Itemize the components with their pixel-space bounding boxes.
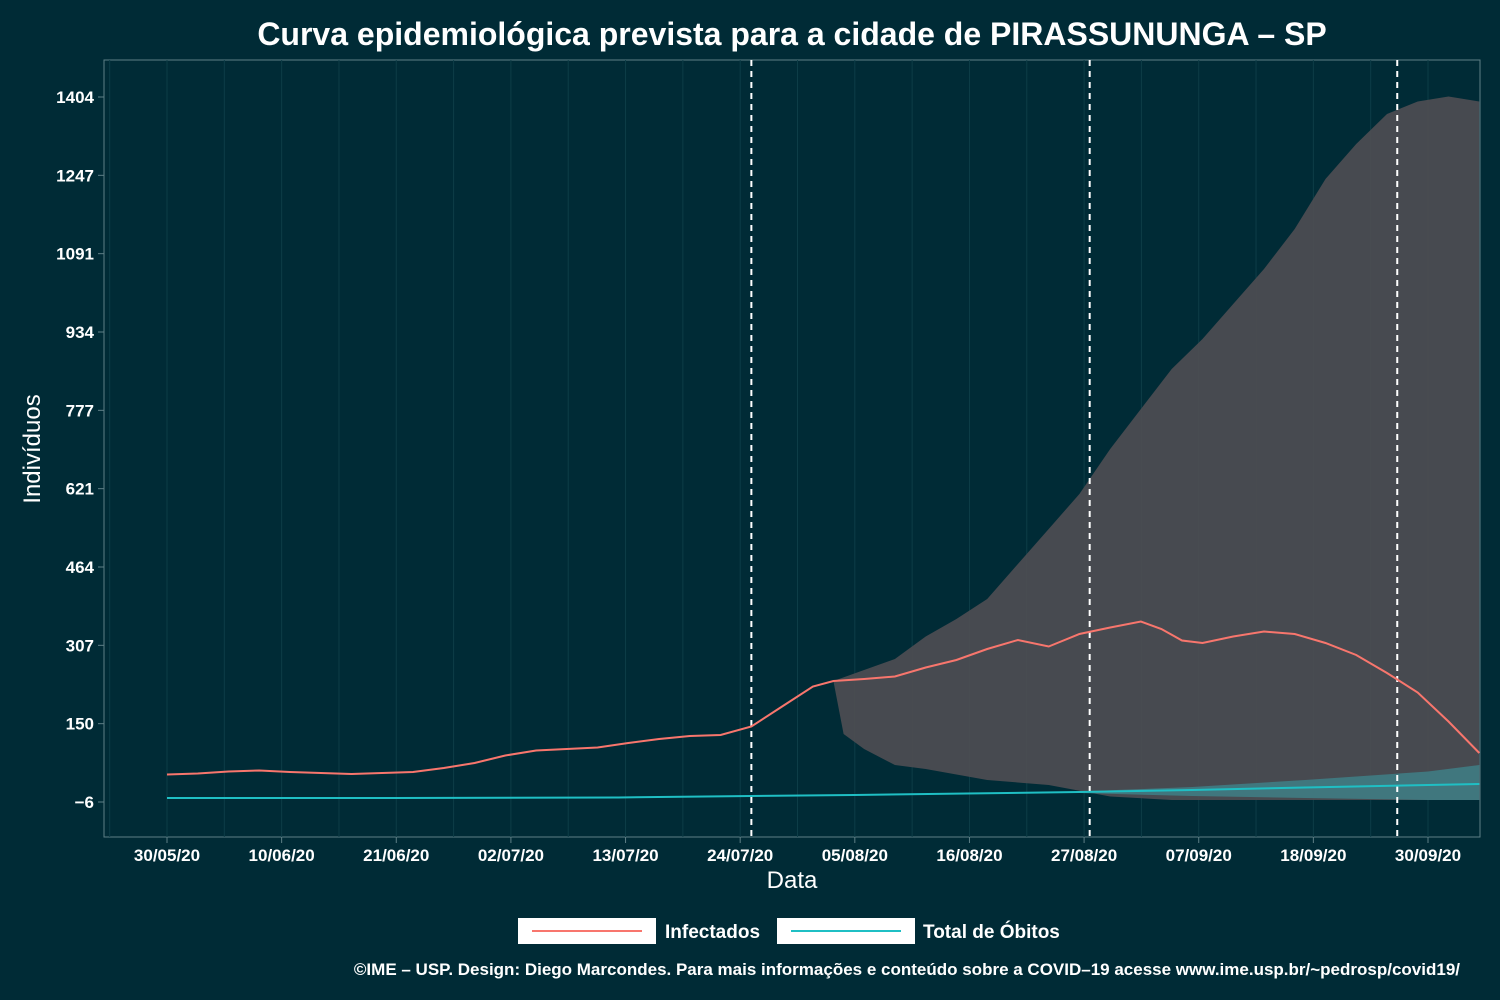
x-tick-label: 30/09/20 (1395, 846, 1461, 865)
y-tick-label: 1091 (56, 245, 94, 264)
y-tick-label: 777 (66, 401, 94, 420)
x-tick-label: 16/08/20 (936, 846, 1002, 865)
y-tick-label: 621 (66, 480, 94, 499)
x-tick-label: 27/08/20 (1051, 846, 1117, 865)
x-tick-label: 13/07/20 (592, 846, 658, 865)
series-line-obitos (167, 783, 1480, 799)
y-tick-label: −6 (75, 793, 94, 812)
x-tick-label: 10/06/20 (249, 846, 315, 865)
x-tick-label: 05/08/20 (822, 846, 888, 865)
x-axis-title: Data (767, 867, 818, 894)
x-tick-label: 02/07/20 (478, 846, 544, 865)
y-tick-label: 464 (66, 558, 95, 577)
y-tick-label: 150 (66, 715, 94, 734)
y-tick-label: 934 (66, 323, 95, 342)
x-tick-label: 21/06/20 (363, 846, 429, 865)
confidence-bands (833, 96, 1480, 800)
y-axis-ticks: −6 150 307 464 621 777 934 1091 1247 1404 (56, 88, 104, 812)
caption: ©IME – USP. Design: Diego Marcondes. Par… (354, 960, 1460, 979)
x-tick-label: 30/05/20 (134, 846, 200, 865)
legend: Infectados Total de Óbitos (518, 918, 1060, 944)
y-tick-label: 1247 (56, 166, 94, 185)
legend-label-infectados: Infectados (665, 922, 760, 943)
chart-title: Curva epidemiológica prevista para a cid… (257, 16, 1326, 52)
x-tick-label: 07/09/20 (1166, 846, 1232, 865)
x-axis-ticks: 30/05/20 10/06/20 21/06/20 02/07/20 13/07/20… (134, 837, 1461, 865)
y-tick-label: 1404 (56, 88, 94, 107)
legend-label-obitos: Total de Óbitos (923, 921, 1060, 943)
series-line-infectados (166, 620, 1481, 776)
band-obitos (1079, 765, 1480, 800)
x-tick-label: 24/07/20 (707, 846, 773, 865)
y-tick-label: 307 (66, 636, 94, 655)
reference-lines (750, 60, 1399, 837)
band-infectados (833, 96, 1480, 800)
series-lines (166, 620, 1481, 799)
y-axis-title: Indivíduos (19, 394, 46, 503)
x-tick-label: 18/09/20 (1280, 846, 1346, 865)
